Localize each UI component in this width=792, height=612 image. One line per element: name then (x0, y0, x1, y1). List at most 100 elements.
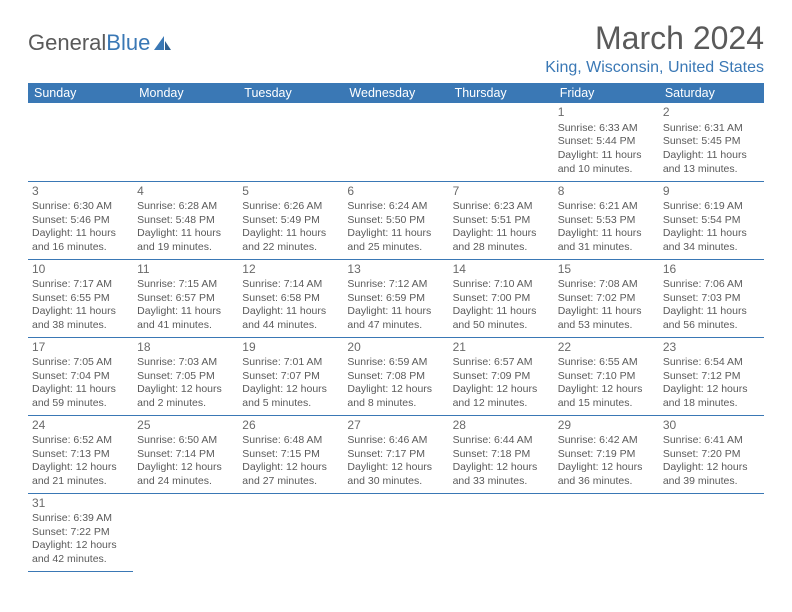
sunset-text: Sunset: 7:12 PM (663, 370, 760, 384)
day-number: 30 (663, 418, 760, 434)
daylight-text: Daylight: 12 hours and 12 minutes. (453, 383, 550, 410)
logo-text-2: Blue (106, 30, 150, 56)
calendar-cell: 19Sunrise: 7:01 AMSunset: 7:07 PMDayligh… (238, 337, 343, 415)
calendar-cell: 18Sunrise: 7:03 AMSunset: 7:05 PMDayligh… (133, 337, 238, 415)
sunrise-text: Sunrise: 6:46 AM (347, 434, 444, 448)
calendar-cell: 22Sunrise: 6:55 AMSunset: 7:10 PMDayligh… (554, 337, 659, 415)
daylight-text: Daylight: 12 hours and 30 minutes. (347, 461, 444, 488)
logo: GeneralBlue (28, 30, 172, 56)
logo-sail-icon (152, 34, 172, 52)
day-number: 1 (558, 105, 655, 121)
daylight-text: Daylight: 11 hours and 59 minutes. (32, 383, 129, 410)
calendar-cell: 5Sunrise: 6:26 AMSunset: 5:49 PMDaylight… (238, 181, 343, 259)
sunrise-text: Sunrise: 7:17 AM (32, 278, 129, 292)
sunset-text: Sunset: 7:00 PM (453, 292, 550, 306)
sunrise-text: Sunrise: 6:33 AM (558, 122, 655, 136)
sunrise-text: Sunrise: 7:14 AM (242, 278, 339, 292)
day-number: 12 (242, 262, 339, 278)
sunset-text: Sunset: 7:08 PM (347, 370, 444, 384)
daylight-text: Daylight: 12 hours and 15 minutes. (558, 383, 655, 410)
sunrise-text: Sunrise: 7:10 AM (453, 278, 550, 292)
day-header: Thursday (449, 83, 554, 103)
calendar-cell: 6Sunrise: 6:24 AMSunset: 5:50 PMDaylight… (343, 181, 448, 259)
calendar-cell (133, 103, 238, 181)
location-subtitle: King, Wisconsin, United States (545, 59, 764, 77)
calendar-cell: 12Sunrise: 7:14 AMSunset: 6:58 PMDayligh… (238, 259, 343, 337)
sunset-text: Sunset: 5:50 PM (347, 214, 444, 228)
calendar-cell: 30Sunrise: 6:41 AMSunset: 7:20 PMDayligh… (659, 415, 764, 493)
calendar-week: 17Sunrise: 7:05 AMSunset: 7:04 PMDayligh… (28, 337, 764, 415)
calendar-cell: 26Sunrise: 6:48 AMSunset: 7:15 PMDayligh… (238, 415, 343, 493)
day-number: 9 (663, 184, 760, 200)
daylight-text: Daylight: 12 hours and 24 minutes. (137, 461, 234, 488)
day-number: 15 (558, 262, 655, 278)
day-number: 3 (32, 184, 129, 200)
daylight-text: Daylight: 11 hours and 50 minutes. (453, 305, 550, 332)
calendar-week: 3Sunrise: 6:30 AMSunset: 5:46 PMDaylight… (28, 181, 764, 259)
sunrise-text: Sunrise: 7:12 AM (347, 278, 444, 292)
daylight-text: Daylight: 12 hours and 39 minutes. (663, 461, 760, 488)
sunset-text: Sunset: 7:07 PM (242, 370, 339, 384)
sunrise-text: Sunrise: 7:06 AM (663, 278, 760, 292)
day-number: 4 (137, 184, 234, 200)
sunset-text: Sunset: 7:04 PM (32, 370, 129, 384)
day-number: 28 (453, 418, 550, 434)
day-number: 6 (347, 184, 444, 200)
sunrise-text: Sunrise: 7:08 AM (558, 278, 655, 292)
daylight-text: Daylight: 11 hours and 16 minutes. (32, 227, 129, 254)
sunset-text: Sunset: 7:20 PM (663, 448, 760, 462)
day-number: 17 (32, 340, 129, 356)
day-header: Sunday (28, 83, 133, 103)
sunrise-text: Sunrise: 7:15 AM (137, 278, 234, 292)
sunset-text: Sunset: 7:14 PM (137, 448, 234, 462)
sunrise-text: Sunrise: 6:42 AM (558, 434, 655, 448)
calendar-cell (238, 103, 343, 181)
calendar-cell: 25Sunrise: 6:50 AMSunset: 7:14 PMDayligh… (133, 415, 238, 493)
day-number: 2 (663, 105, 760, 121)
sunset-text: Sunset: 7:10 PM (558, 370, 655, 384)
day-number: 18 (137, 340, 234, 356)
sunset-text: Sunset: 6:58 PM (242, 292, 339, 306)
sunset-text: Sunset: 7:02 PM (558, 292, 655, 306)
calendar-cell: 3Sunrise: 6:30 AMSunset: 5:46 PMDaylight… (28, 181, 133, 259)
daylight-text: Daylight: 11 hours and 10 minutes. (558, 149, 655, 176)
daylight-text: Daylight: 12 hours and 18 minutes. (663, 383, 760, 410)
calendar-cell: 4Sunrise: 6:28 AMSunset: 5:48 PMDaylight… (133, 181, 238, 259)
calendar-table: SundayMondayTuesdayWednesdayThursdayFrid… (28, 83, 764, 572)
sunset-text: Sunset: 5:48 PM (137, 214, 234, 228)
daylight-text: Daylight: 11 hours and 13 minutes. (663, 149, 760, 176)
calendar-cell: 11Sunrise: 7:15 AMSunset: 6:57 PMDayligh… (133, 259, 238, 337)
daylight-text: Daylight: 12 hours and 36 minutes. (558, 461, 655, 488)
day-header: Monday (133, 83, 238, 103)
day-number: 27 (347, 418, 444, 434)
calendar-cell: 7Sunrise: 6:23 AMSunset: 5:51 PMDaylight… (449, 181, 554, 259)
calendar-cell: 16Sunrise: 7:06 AMSunset: 7:03 PMDayligh… (659, 259, 764, 337)
calendar-cell (659, 493, 764, 571)
sunset-text: Sunset: 7:17 PM (347, 448, 444, 462)
sunset-text: Sunset: 7:22 PM (32, 526, 129, 540)
calendar-cell: 2Sunrise: 6:31 AMSunset: 5:45 PMDaylight… (659, 103, 764, 181)
calendar-cell: 9Sunrise: 6:19 AMSunset: 5:54 PMDaylight… (659, 181, 764, 259)
page-header: GeneralBlue March 2024 King, Wisconsin, … (28, 20, 764, 77)
calendar-cell (343, 493, 448, 571)
sunrise-text: Sunrise: 6:23 AM (453, 200, 550, 214)
calendar-cell: 31Sunrise: 6:39 AMSunset: 7:22 PMDayligh… (28, 493, 133, 571)
calendar-cell (554, 493, 659, 571)
sunset-text: Sunset: 7:13 PM (32, 448, 129, 462)
sunrise-text: Sunrise: 7:03 AM (137, 356, 234, 370)
day-number: 8 (558, 184, 655, 200)
calendar-cell: 21Sunrise: 6:57 AMSunset: 7:09 PMDayligh… (449, 337, 554, 415)
sunrise-text: Sunrise: 7:01 AM (242, 356, 339, 370)
daylight-text: Daylight: 11 hours and 56 minutes. (663, 305, 760, 332)
day-header: Wednesday (343, 83, 448, 103)
calendar-cell: 1Sunrise: 6:33 AMSunset: 5:44 PMDaylight… (554, 103, 659, 181)
day-number: 7 (453, 184, 550, 200)
day-number: 31 (32, 496, 129, 512)
day-number: 16 (663, 262, 760, 278)
day-header: Friday (554, 83, 659, 103)
sunrise-text: Sunrise: 6:41 AM (663, 434, 760, 448)
month-title: March 2024 (545, 20, 764, 57)
sunset-text: Sunset: 5:44 PM (558, 135, 655, 149)
day-number: 13 (347, 262, 444, 278)
day-number: 5 (242, 184, 339, 200)
